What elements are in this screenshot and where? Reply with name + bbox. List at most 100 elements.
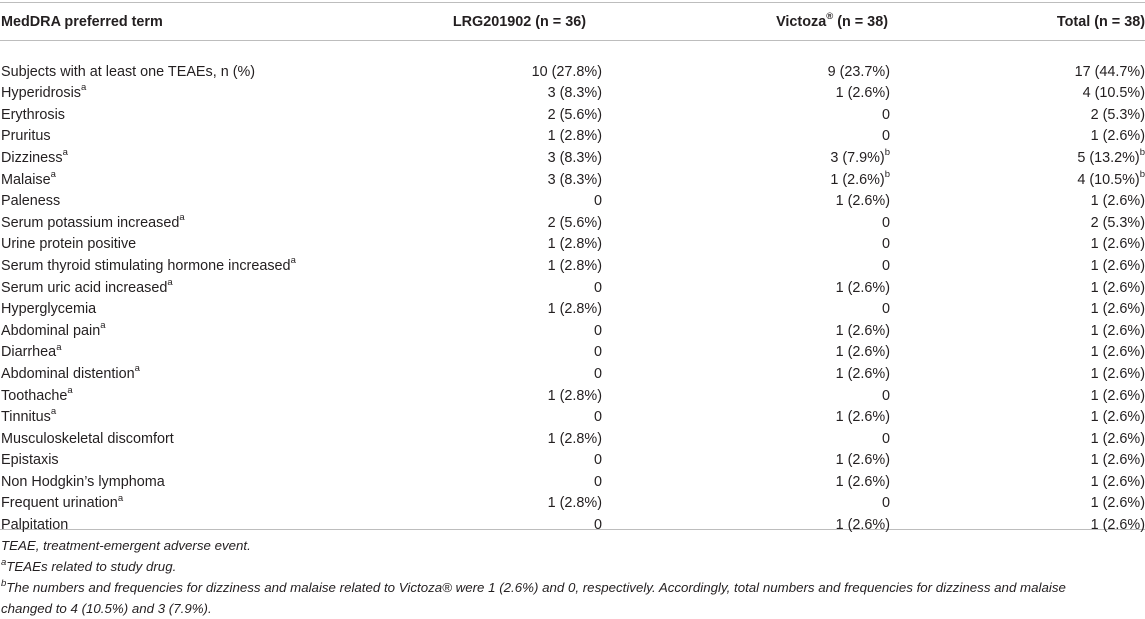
table-row: Pruritus 1 (2.8%) 0 1 (2.6%) <box>0 126 1145 148</box>
cell-victoza: 0 <box>622 213 916 235</box>
cell-total-value: 1 (2.6%) <box>1090 473 1145 490</box>
cell-lrg-value: 2 (5.6%) <box>547 106 602 123</box>
cell-victoza: 0 <box>622 234 916 256</box>
cell-total-value: 1 (2.6%) <box>1090 365 1145 382</box>
cell-term-value: Hyperidrosis <box>1 85 81 102</box>
cell-victoza-value: 0 <box>881 387 890 404</box>
cell-lrg-value: 1 (2.8%) <box>547 236 602 253</box>
cell-term: Hyperidrosisa <box>0 83 330 105</box>
cell-victoza-value: 1 (2.6%) <box>835 279 890 296</box>
header-row: MedDRA preferred term LRG201902 (n = 36)… <box>0 3 1145 40</box>
cell-term: Dizzinessa <box>0 148 330 170</box>
cell-total: 1 (2.6%) <box>916 515 1145 537</box>
cell-victoza: 0 <box>622 386 916 408</box>
cell-term-value: Hyperglycemia <box>1 301 97 318</box>
footnote-mark: a <box>100 319 106 331</box>
cell-total: 1 (2.6%) <box>916 234 1145 256</box>
table-row: Abdominal distentiona 0 1 (2.6%) 1 (2.6%) <box>0 364 1145 386</box>
cell-lrg: 0 <box>330 450 622 472</box>
cell-victoza-value: 1 (2.6%) <box>835 344 890 361</box>
cell-term-value: Non Hodgkin’s lymphoma <box>1 473 165 490</box>
cell-total-value: 2 (5.3%) <box>1090 106 1145 123</box>
cell-term-value: Palpitation <box>1 517 69 534</box>
cell-victoza: 0 <box>622 126 916 148</box>
cell-total-value: 1 (2.6%) <box>1090 452 1145 469</box>
cell-victoza-value: 0 <box>881 301 890 318</box>
cell-victoza: 0 <box>622 105 916 127</box>
cell-term: Musculoskeletal discomfort <box>0 429 330 451</box>
cell-victoza-value: 0 <box>881 128 890 145</box>
cell-victoza-value: 9 (23.7%) <box>827 63 890 80</box>
cell-lrg-value: 0 <box>593 452 602 469</box>
cell-victoza: 1 (2.6%)b <box>622 170 916 192</box>
cell-term: Serum potassium increaseda <box>0 213 330 235</box>
cell-term: Frequent urinationa <box>0 493 330 515</box>
cell-lrg: 10 (27.8%) <box>330 62 622 84</box>
cell-lrg: 0 <box>330 364 622 386</box>
cell-victoza: 9 (23.7%) <box>622 62 916 84</box>
table-row: Erythrosis 2 (5.6%) 0 2 (5.3%) <box>0 105 1145 127</box>
footnote-mark: a <box>56 341 62 353</box>
table-row: Serum thyroid stimulating hormone increa… <box>0 256 1145 278</box>
footnote-mark: a <box>179 211 185 223</box>
cell-term: Non Hodgkin’s lymphoma <box>0 472 330 494</box>
cell-term-value: Serum potassium increased <box>1 214 180 231</box>
cell-term-value: Pruritus <box>1 128 51 145</box>
table-row: Non Hodgkin’s lymphoma 0 1 (2.6%) 1 (2.6%) <box>0 472 1145 494</box>
cell-total: 1 (2.6%) <box>916 450 1145 472</box>
cell-lrg: 3 (8.3%) <box>330 83 622 105</box>
cell-term-value: Subjects with at least one TEAEs, n (%) <box>1 63 256 80</box>
table-row: Musculoskeletal discomfort 1 (2.8%) 0 1 (2.… <box>0 429 1145 451</box>
cell-victoza-value: 1 (2.6%) <box>835 473 890 490</box>
cell-term: Urine protein positive <box>0 234 330 256</box>
cell-victoza: 1 (2.6%) <box>622 364 916 386</box>
cell-lrg: 0 <box>330 342 622 364</box>
cell-victoza-value: 0 <box>881 214 890 231</box>
footnote-mark: a <box>134 363 140 375</box>
cell-total-value: 1 (2.6%) <box>1090 344 1145 361</box>
cell-lrg: 3 (8.3%) <box>330 148 622 170</box>
footnote-mark: a <box>67 384 73 396</box>
cell-total: 1 (2.6%) <box>916 299 1145 321</box>
footnote-mark: b <box>884 147 890 159</box>
table-row: Tinnitusa 0 1 (2.6%) 1 (2.6%) <box>0 407 1145 429</box>
cell-term: Serum thyroid stimulating hormone increa… <box>0 256 330 278</box>
cell-lrg: 1 (2.8%) <box>330 256 622 278</box>
cell-total: 4 (10.5%)b <box>916 170 1145 192</box>
cell-total-value: 1 (2.6%) <box>1090 257 1145 274</box>
footnote-b: bThe numbers and frequencies for dizzine… <box>1 577 1145 598</box>
table-row: Hyperidrosisa 3 (8.3%) 1 (2.6%) 4 (10.5%) <box>0 83 1145 105</box>
footnote-b-mark: b <box>1 577 7 589</box>
cell-term-value: Abdominal distention <box>1 365 135 382</box>
cell-victoza: 1 (2.6%) <box>622 321 916 343</box>
table-row: Diarrheaa 0 1 (2.6%) 1 (2.6%) <box>0 342 1145 364</box>
top-rule <box>0 2 1145 3</box>
cell-lrg-value: 0 <box>593 517 602 534</box>
cell-total: 2 (5.3%) <box>916 105 1145 127</box>
cell-term-value: Erythrosis <box>1 106 65 123</box>
cell-term: Tinnitusa <box>0 407 330 429</box>
cell-term: Paleness <box>0 191 330 213</box>
cell-lrg-value: 1 (2.8%) <box>547 128 602 145</box>
footnote-mark: b <box>1139 168 1145 180</box>
cell-lrg: 0 <box>330 278 622 300</box>
cell-total-value: 1 (2.6%) <box>1090 236 1145 253</box>
cell-victoza-value: 1 (2.6%) <box>830 171 885 188</box>
cell-total: 1 (2.6%) <box>916 342 1145 364</box>
header-total: Total (n = 38) <box>1056 13 1145 30</box>
cell-total: 1 (2.6%) <box>916 191 1145 213</box>
footnote-mark: a <box>50 406 57 418</box>
table-row: Frequent urinationa 1 (2.8%) 0 1 (2.6%) <box>0 493 1145 515</box>
cell-total-value: 1 (2.6%) <box>1090 387 1145 404</box>
cell-total-value: 1 (2.6%) <box>1090 279 1145 296</box>
cell-victoza-value: 0 <box>881 495 890 512</box>
cell-total-value: 4 (10.5%) <box>1082 85 1145 102</box>
cell-lrg: 1 (2.8%) <box>330 299 622 321</box>
cell-total: 1 (2.6%) <box>916 429 1145 451</box>
cell-term: Pruritus <box>0 126 330 148</box>
table-row: Paleness 0 1 (2.6%) 1 (2.6%) <box>0 191 1145 213</box>
cell-victoza: 1 (2.6%) <box>622 407 916 429</box>
cell-total-value: 1 (2.6%) <box>1090 128 1145 145</box>
footnote-mark: a <box>80 82 87 94</box>
cell-total: 1 (2.6%) <box>916 278 1145 300</box>
